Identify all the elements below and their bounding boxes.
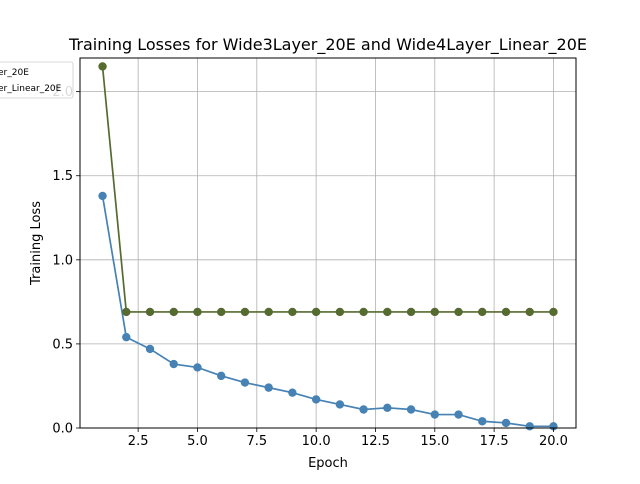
- series-2-point: [311, 307, 321, 317]
- series-2-point: [430, 307, 439, 317]
- series-1-point: [217, 371, 226, 381]
- series-1-point: [145, 344, 155, 354]
- chart-title: Training Losses for Wide3Layer_20E and W…: [68, 35, 587, 55]
- series-1-point: [359, 405, 368, 414]
- series-2-point: [145, 307, 155, 317]
- series-1-point: [122, 332, 131, 342]
- x-tick-label: 12.5: [361, 434, 390, 449]
- x-tick-label: 17.5: [480, 434, 509, 449]
- series-2-point: [217, 307, 226, 317]
- series-layer: [98, 62, 558, 431]
- series-1-point: [311, 395, 321, 404]
- x-tick-label: 10.0: [302, 434, 331, 449]
- legend-box: [0, 61, 74, 99]
- series-1-point: [525, 422, 534, 431]
- series-1-point: [383, 403, 392, 413]
- x-tick-label: 2.5: [128, 434, 149, 449]
- legend-entry-label: er_Linear_20E: [0, 84, 62, 94]
- series-1-point: [478, 417, 487, 426]
- y-tick-label: 0.5: [52, 337, 73, 352]
- x-tick-label: 7.5: [246, 434, 267, 449]
- series-1-point: [501, 418, 511, 428]
- series-1-point: [454, 410, 463, 419]
- series-2-point: [122, 307, 131, 317]
- x-tick-label: 5.0: [187, 434, 208, 449]
- series-2-point: [383, 307, 392, 317]
- series-2-point: [240, 307, 250, 317]
- series-2-point: [406, 307, 416, 317]
- legend-entry-label: er_20E: [0, 68, 29, 78]
- series-2-point: [549, 307, 558, 317]
- x-axis-label: Epoch: [308, 456, 348, 471]
- y-axis-label: Training Loss: [29, 201, 44, 286]
- series-2-point: [169, 307, 178, 317]
- series-2-point: [193, 307, 202, 317]
- ticks: 2.5 5.0 7.5 10.0 12.5 15.0 17.5 20.0 0.0 0.5 1.0 1.…: [52, 85, 568, 449]
- x-tick-label: 20.0: [539, 434, 568, 449]
- series-1-point: [335, 400, 345, 409]
- grid: [80, 58, 576, 429]
- series-1-point: [430, 410, 439, 419]
- axes-frame: [79, 57, 577, 429]
- series-2-line: [101, 66, 554, 313]
- y-tick-label: 1.5: [52, 169, 73, 184]
- y-tick-label: 1.0: [52, 253, 73, 268]
- series-2-point: [525, 307, 534, 317]
- series-2-point: [359, 307, 368, 317]
- series-2-point: [478, 307, 487, 317]
- series-1-point: [98, 191, 107, 201]
- series-1-point: [264, 383, 273, 392]
- legend: er_20E er_Linear_20E: [0, 61, 74, 99]
- series-2-point: [264, 307, 273, 317]
- series-1-point: [193, 363, 202, 372]
- series-2-point: [98, 62, 107, 71]
- series-2-point: [454, 307, 463, 317]
- series-2-point: [288, 307, 297, 317]
- series-1-point: [169, 359, 178, 369]
- series-2-point: [335, 307, 345, 317]
- series-2-point: [501, 307, 511, 317]
- series-1-point: [406, 405, 416, 414]
- x-tick-label: 15.0: [420, 434, 449, 449]
- series-1-point: [288, 388, 297, 397]
- series-1-point: [240, 378, 250, 387]
- y-tick-label: 0.0: [52, 422, 73, 437]
